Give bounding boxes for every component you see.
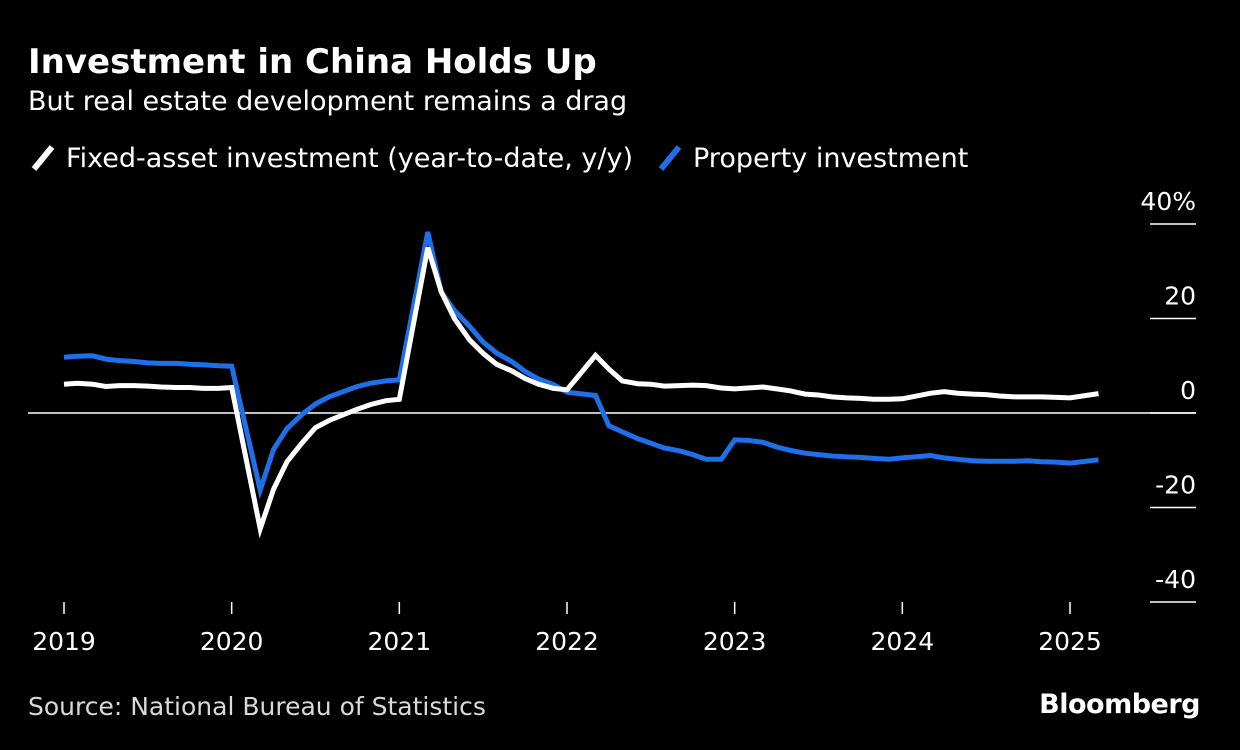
legend-item-fixed-asset: Fixed-asset investment (year-to-date, y/… [28, 141, 633, 175]
y-tick-label-0: 0 [1180, 376, 1196, 405]
y-tick-label-40%: 40% [1140, 187, 1196, 216]
x-tick-label-2025: 2025 [1038, 627, 1102, 656]
series-line-fixed-asset [63, 246, 1099, 539]
series-line-property [63, 231, 1099, 500]
legend-label-property: Property investment [693, 142, 969, 174]
x-tick-label-2019: 2019 [32, 627, 96, 656]
legend-label-fixed-asset: Fixed-asset investment (year-to-date, y/… [66, 142, 633, 174]
x-tick-label-2023: 2023 [703, 627, 767, 656]
legend-swatch-property [658, 145, 682, 171]
x-tick-label-2021: 2021 [368, 627, 432, 656]
x-tick-label-2024: 2024 [871, 627, 935, 656]
legend-swatch-fixed-asset [31, 145, 55, 171]
x-tick-label-2022: 2022 [535, 627, 599, 656]
y-tick-label-20: 20 [1164, 282, 1196, 311]
bloomberg-logo: Bloomberg [1039, 689, 1200, 720]
x-tick-label-2020: 2020 [200, 627, 264, 656]
y-tick-label--20: -20 [1155, 471, 1196, 500]
chart-legend: Fixed-asset investment (year-to-date, y/… [28, 138, 990, 178]
source-note: Source: National Bureau of Statistics [28, 692, 486, 721]
y-tick-label--40: -40 [1155, 565, 1196, 594]
chart-title: Investment in China Holds Up [28, 42, 597, 82]
chart-subtitle: But real estate development remains a dr… [28, 86, 628, 117]
legend-item-property: Property investment [655, 141, 968, 175]
